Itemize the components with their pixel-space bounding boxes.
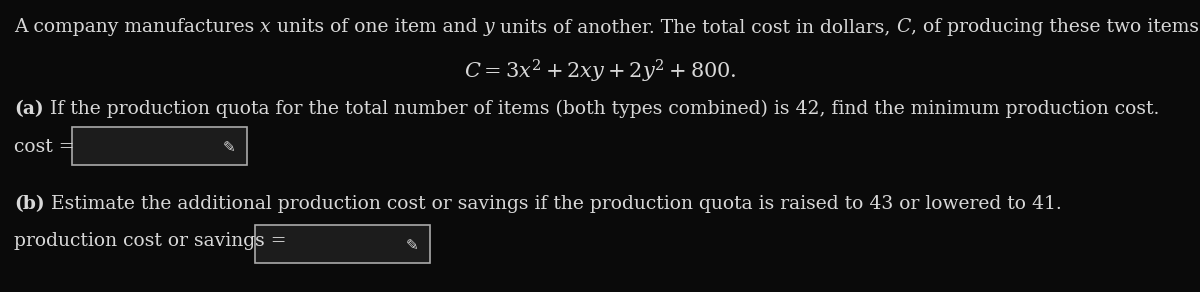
Text: A company manufactures: A company manufactures: [14, 18, 260, 36]
Bar: [256, 225, 430, 263]
Text: (b): (b): [14, 195, 44, 213]
Text: , of producing these two items is approximated by the function: , of producing these two items is approx…: [911, 18, 1200, 36]
Text: $C = 3x^2 + 2xy + 2y^2 + 800.$: $C = 3x^2 + 2xy + 2y^2 + 800.$: [463, 58, 737, 85]
Text: C: C: [896, 18, 911, 36]
Text: units of one item and: units of one item and: [271, 18, 484, 36]
Text: (a): (a): [14, 100, 43, 118]
Text: Estimate the additional production cost or savings if the production quota is ra: Estimate the additional production cost …: [44, 195, 1061, 213]
Text: If the production quota for the total number of items (both types combined) is 4: If the production quota for the total nu…: [43, 100, 1159, 118]
Text: production cost or savings =: production cost or savings =: [14, 232, 287, 250]
Text: cost =: cost =: [14, 138, 74, 156]
Bar: [72, 127, 247, 165]
Text: ✎: ✎: [223, 140, 235, 155]
Text: y: y: [484, 18, 494, 36]
Text: ✎: ✎: [406, 238, 419, 253]
Text: x: x: [260, 18, 271, 36]
Text: units of another. The total cost in dollars,: units of another. The total cost in doll…: [494, 18, 896, 36]
